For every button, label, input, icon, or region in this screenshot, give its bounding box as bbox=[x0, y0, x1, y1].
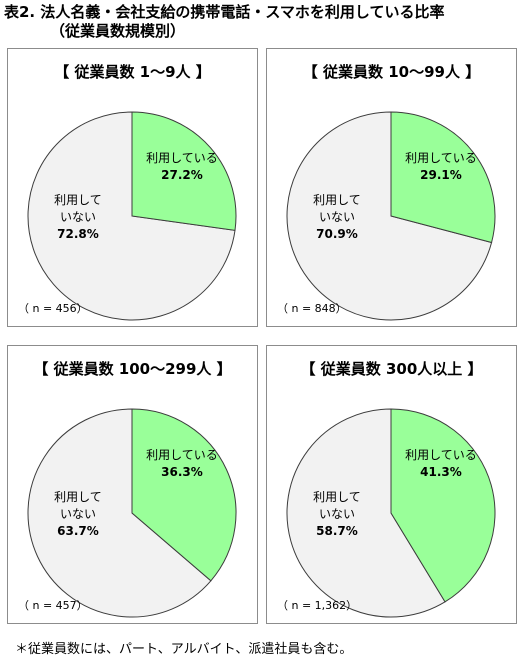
pie-slice-using bbox=[131, 111, 237, 231]
slice-label-not-using-line2: いない bbox=[319, 210, 355, 224]
pie-slice-not-using bbox=[286, 408, 446, 618]
sample-size-label: （ n = 848） bbox=[277, 302, 347, 315]
sample-size-label: （ n = 1,362） bbox=[277, 599, 358, 612]
chart-panel-10-99: 【 従業員数 10〜99人 】 利用している 29.1% 利用して いない 70.9% … bbox=[266, 48, 517, 327]
slice-value-using: 36.3% bbox=[161, 465, 203, 479]
chart-panel-300-plus: 【 従業員数 300人以上 】 利用している 41.3% 利用して いない 58.7% … bbox=[266, 345, 517, 624]
chart-title: 【 従業員数 100〜299人 】 bbox=[33, 360, 232, 378]
slice-value-using: 29.1% bbox=[420, 168, 462, 182]
sample-size-label: （ n = 457） bbox=[18, 599, 88, 612]
slice-value-using: 41.3% bbox=[420, 465, 462, 479]
footnote: ＊従業員数には、パート、アルバイト、派遣社員も含む。 bbox=[15, 642, 353, 657]
slice-label-not-using-line2: いない bbox=[319, 507, 355, 521]
slice-label-not-using-line1: 利用して bbox=[54, 193, 102, 207]
chart-title: 【 従業員数 300人以上 】 bbox=[300, 360, 483, 378]
sample-size-label: （ n = 456） bbox=[18, 302, 88, 315]
pie-slice-using bbox=[390, 408, 496, 603]
slice-label-not-using-line1: 利用して bbox=[313, 193, 361, 207]
slice-value-not-using: 63.7% bbox=[57, 524, 99, 538]
chart-title: 【 従業員数 10〜99人 】 bbox=[302, 63, 481, 81]
title-line-1: 表2. 法人名義・会社支給の携帯電話・スマホを利用している比率 bbox=[4, 3, 445, 21]
slice-value-not-using: 58.7% bbox=[316, 524, 358, 538]
slice-label-not-using-line1: 利用して bbox=[313, 490, 361, 504]
pie-slice-not-using bbox=[27, 408, 212, 618]
slice-label-not-using-line1: 利用して bbox=[54, 490, 102, 504]
slice-value-using: 27.2% bbox=[161, 168, 203, 182]
slice-label-not-using-line2: いない bbox=[60, 210, 96, 224]
slice-value-not-using: 70.9% bbox=[316, 227, 358, 241]
slice-label-using: 利用している bbox=[405, 151, 477, 165]
slice-label-using: 利用している bbox=[146, 448, 218, 462]
slice-label-using: 利用している bbox=[146, 151, 218, 165]
pie-slice-using bbox=[390, 111, 496, 244]
chart-panel-100-299: 【 従業員数 100〜299人 】 利用している 36.3% 利用していない 63.7… bbox=[7, 345, 258, 624]
title-line-2: （従業員数規模別） bbox=[50, 22, 186, 40]
chart-title: 【 従業員数 1〜9人 】 bbox=[54, 63, 211, 81]
slice-label-not-using-line2: いない bbox=[60, 507, 96, 521]
page-title: 表2. 法人名義・会社支給の携帯電話・スマホを利用している比率 （従業員数規模別… bbox=[4, 3, 514, 41]
pie-slice-not-using bbox=[286, 111, 493, 321]
slice-label-using: 利用している bbox=[405, 448, 477, 462]
slice-value-not-using: 72.8% bbox=[57, 227, 99, 241]
chart-panel-1-9: 【 従業員数 1〜9人 】 利用している 27.2% 利用していない 72.8% （ … bbox=[7, 48, 258, 327]
pie-slice-using bbox=[131, 408, 237, 582]
